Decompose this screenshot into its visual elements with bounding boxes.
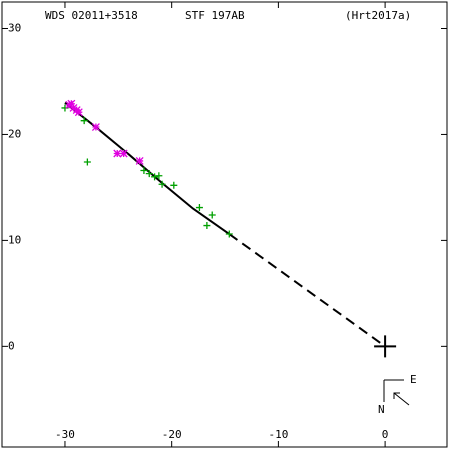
data-point — [208, 211, 216, 219]
orbit — [64, 101, 230, 235]
data-point — [67, 99, 76, 108]
x-tick-label: 0 — [382, 428, 389, 441]
x-tick-label: -30 — [55, 428, 75, 441]
data-point — [203, 222, 211, 230]
data-point — [155, 172, 163, 180]
data-point — [61, 104, 69, 112]
data-point — [170, 181, 178, 189]
data-point — [145, 170, 153, 178]
data-point — [119, 149, 128, 158]
y-tick-label: 10 — [8, 233, 21, 246]
data-point — [158, 180, 166, 188]
y-tick-label: 20 — [8, 127, 21, 140]
y-tick-label: 0 — [8, 339, 15, 352]
data-point — [72, 106, 81, 115]
x-tick-label: -20 — [162, 428, 182, 441]
wds-label: WDS 02011+3518 — [45, 9, 138, 22]
y-tick-label: 30 — [8, 21, 21, 34]
north-label: N — [378, 403, 385, 416]
node-line — [228, 233, 386, 348]
primary-star — [374, 335, 397, 358]
ref-label: (Hrt2017a) — [345, 9, 411, 22]
data-point — [91, 123, 100, 131]
data-point — [151, 173, 159, 181]
data-point — [225, 230, 233, 238]
data-point — [69, 103, 78, 112]
x-tick-label: -10 — [268, 428, 288, 441]
data-point — [65, 100, 74, 109]
data-point — [195, 204, 203, 212]
data-point — [83, 158, 91, 166]
data-point — [80, 117, 88, 125]
data-point — [140, 166, 148, 174]
data-point — [135, 156, 144, 165]
east-label: E — [410, 373, 417, 386]
compass — [383, 379, 410, 406]
data-point — [113, 149, 122, 158]
frame — [1, 1, 448, 448]
star-label: STF 197AB — [185, 9, 245, 22]
